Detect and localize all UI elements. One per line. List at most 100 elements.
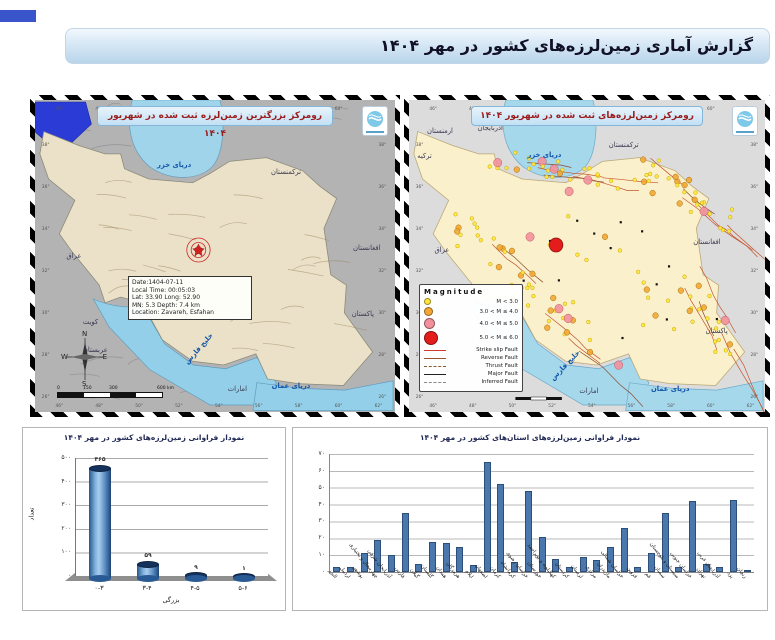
latitude-tick: 32° <box>751 268 759 274</box>
longitude-tick: 52° <box>548 403 556 409</box>
epicenter-dot <box>646 178 651 184</box>
fault-line <box>502 247 544 283</box>
epicenter-dot <box>496 244 503 251</box>
place-label: کویت <box>83 318 99 326</box>
latitude-tick: 32° <box>416 268 424 274</box>
epicenter-dot <box>584 257 589 263</box>
epicenter-dot <box>699 200 705 205</box>
corner-decoration <box>0 10 36 22</box>
epicenter-dot <box>716 337 721 343</box>
magnitude-frequency-chart-panel: نمودار فراوانی زمین‌لرزه‌های کشور در مهر… <box>22 427 286 611</box>
longitude-tick: 56° <box>255 403 263 409</box>
place-label: ترکمنستان <box>271 168 301 176</box>
category-label: ۳-۴ <box>142 584 152 592</box>
y-tick-label: ۶۰ <box>318 466 325 474</box>
fault-line <box>543 174 604 183</box>
map-legend: Magnitude M < 3.0 3.0 < M ≤ 4.0 4.0 < M ≤ 5… <box>419 284 523 392</box>
legend-magnitude-row: 4.0 < M ≤ 5.0 <box>424 318 518 329</box>
longitude-tick: 48° <box>95 403 103 409</box>
latitude-tick: 36° <box>379 184 387 190</box>
magnitude-class-label: 5.0 < M ≤ 6.0 <box>479 335 518 341</box>
bar-کردستان <box>565 566 573 572</box>
epicenter-dot <box>549 164 559 174</box>
city-marker <box>548 239 552 243</box>
epicenter-dot <box>454 228 461 235</box>
city-marker <box>665 318 668 321</box>
fault-line <box>537 167 604 178</box>
epicenter-dot <box>617 248 622 253</box>
magnitude-class-label: 4.0 < M ≤ 5.0 <box>479 320 518 327</box>
bar-قزوین <box>634 566 642 572</box>
bar-قم <box>647 553 655 572</box>
latitude-tick: 28° <box>42 352 50 358</box>
scale-bar-labels: 0 150 300 600 km <box>57 386 197 392</box>
longitude-tick: 58° <box>667 403 675 409</box>
event-info-line: Date:1404-07-11 <box>132 279 184 286</box>
chart-title: نمودار فراوانی زمین‌لرزه‌های استان‌های ک… <box>419 433 641 442</box>
epicenter-dot <box>726 341 733 348</box>
bar-زنجان <box>743 570 751 572</box>
oman-sea <box>625 380 764 411</box>
epicenter-dot <box>688 209 693 215</box>
bar-فارس <box>401 513 409 572</box>
epicenter-dot <box>675 183 680 188</box>
epicenter-dot <box>615 186 620 191</box>
scale-bar-segments <box>57 392 163 398</box>
epicenter-dot <box>716 319 721 324</box>
latitude-tick: 34° <box>379 226 387 232</box>
epicenter-dot <box>563 329 571 336</box>
place-label: دریای خزر <box>156 161 192 169</box>
epicenter-dot <box>472 221 477 226</box>
longitude-tick: 60° <box>707 106 715 112</box>
major-fault-sample <box>424 373 446 375</box>
epicenter-dot <box>544 174 549 179</box>
epicenter-dot <box>595 182 600 187</box>
bar-ایلام <box>470 565 478 572</box>
city-marker <box>619 221 622 224</box>
bar-کرمان <box>497 484 505 572</box>
epicenter-dot <box>526 156 531 161</box>
epicenter-dot <box>595 172 600 177</box>
place-label: ارمنستان <box>427 127 453 135</box>
epicenter-dot <box>632 177 637 183</box>
iiees-logo-caption <box>366 131 384 133</box>
y-axis-title: تعداد <box>27 507 36 521</box>
bar-تهران <box>702 563 710 572</box>
mini-scale-bar <box>515 396 562 401</box>
magnitude-class-dot <box>424 331 438 345</box>
y-tick-label: ۵۰ <box>318 483 325 491</box>
inferred-fault-sample <box>424 381 446 383</box>
epicenter-dot <box>525 232 535 242</box>
city-marker <box>655 283 658 286</box>
longitude-tick: 54° <box>588 403 596 409</box>
y-tick-label: ۰ <box>321 568 325 575</box>
bar-خراسان رضوی <box>524 491 532 572</box>
fault-line <box>578 350 644 407</box>
fault-label: Inferred Fault <box>481 379 518 385</box>
longitude-tick: 48° <box>469 403 477 409</box>
latitude-tick: 34° <box>42 226 50 232</box>
x-axis-title: بزرگی <box>162 596 180 604</box>
category-label: ۰-۳ <box>94 584 104 592</box>
epicenter-dot <box>526 303 531 308</box>
epicenter-dot <box>686 176 693 184</box>
epicenter-dot <box>726 229 731 234</box>
iiees-logo-glyph <box>737 111 753 127</box>
iiees-logo-glyph <box>367 111 383 127</box>
epicenter-dot <box>458 232 463 237</box>
bar-کهگیلویه و بویراحمد <box>552 558 560 572</box>
fault-line <box>650 157 686 187</box>
bar-بوشهر <box>360 553 368 572</box>
epicenter-dot <box>695 282 702 289</box>
epicenter-dot <box>544 324 551 331</box>
iiees-logo <box>362 106 388 136</box>
epicenter-dot <box>475 225 480 230</box>
epicenter-dot <box>652 312 659 319</box>
compass-rose: N E S W <box>61 330 109 388</box>
bar-cylinder-۴-۵ <box>185 572 207 582</box>
latitude-tick: 32° <box>42 268 50 274</box>
epicenter-dot <box>666 176 671 181</box>
iiees-logo-caption <box>736 131 754 133</box>
epicenter-dot <box>682 190 687 195</box>
epicenter-dot <box>654 174 659 179</box>
